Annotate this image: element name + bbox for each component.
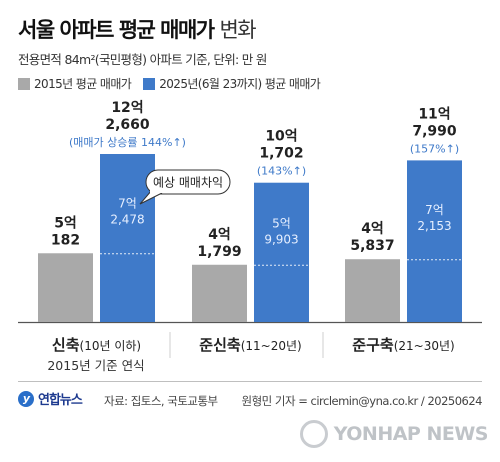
category-label: 준구축(21~30년)	[352, 336, 454, 354]
chart-title-main: 서울 아파트 평균 매매가	[18, 18, 215, 42]
yonhap-logo-icon: y	[18, 390, 34, 407]
brand-logo: y 연합뉴스	[18, 389, 83, 408]
diff-label-man: 9,903	[264, 233, 298, 247]
diff-label-eok: 7억	[118, 197, 137, 211]
callout-tail-mask	[150, 189, 164, 193]
value-label-2025-eok: 10억	[265, 129, 297, 145]
value-label-2025-man: 1,702	[259, 146, 303, 162]
value-label-2015-man: 1,799	[197, 244, 241, 260]
category-note: 2015년 기준 연식	[47, 358, 144, 373]
legend-label-2025: 2025년(6월 23까지) 평균 매매가	[159, 77, 321, 91]
growth-label: (157%↑)	[410, 142, 459, 155]
bar-2025	[254, 182, 309, 322]
watermark-logo-icon	[299, 420, 328, 448]
growth-label: (매매가 상승률 144%↑)	[69, 136, 186, 149]
value-label-2015-eok: 4억	[208, 227, 231, 243]
bar-2015	[192, 264, 247, 322]
growth-label: (143%↑)	[257, 165, 306, 178]
diff-label-eok: 7억	[425, 203, 444, 217]
legend: 2015년 평균 매매가 2025년(6월 23까지) 평균 매매가	[18, 75, 332, 92]
chart-subtitle: 전용면적 84m²(국민평형) 아파트 기준, 단위: 만 원	[18, 52, 267, 67]
legend-swatch-gray	[18, 77, 30, 90]
diff-label-eok: 5억	[272, 217, 291, 231]
credit-text: 원형민 기자 = circlemin@yna.co.kr / 20250624	[241, 394, 483, 408]
value-label-2015-man: 182	[51, 232, 80, 248]
bar-2025	[407, 160, 462, 322]
brand-name: 연합뉴스	[38, 393, 83, 408]
value-label-2025-eok: 11억	[418, 106, 450, 122]
value-label-2015-eok: 5억	[54, 215, 77, 231]
value-label-2025-man: 2,660	[105, 117, 150, 133]
legend-item-2015: 2015년 평균 매매가	[18, 75, 132, 92]
bar-2015	[38, 253, 93, 322]
chart-title: 서울 아파트 평균 매매가 변화	[18, 14, 257, 44]
bar-2015	[345, 259, 400, 322]
watermark: YONHAP NEWS	[299, 420, 489, 448]
watermark-text: YONHAP NEWS	[333, 423, 489, 445]
value-label-2015-man: 5,837	[350, 238, 394, 254]
diff-label-man: 2,478	[110, 213, 144, 227]
category-label: 신축(10년 이하)	[52, 336, 141, 354]
value-label-2025-man: 7,990	[412, 123, 457, 139]
callout-bubble	[145, 169, 231, 195]
legend-label-2015: 2015년 평균 매매가	[34, 77, 132, 91]
source-text: 자료: 집토스, 국토교통부	[104, 394, 218, 408]
legend-item-2025: 2025년(6월 23까지) 평균 매매가	[143, 75, 321, 92]
legend-swatch-blue	[143, 77, 156, 90]
callout-tail	[139, 189, 163, 205]
chart-title-suffix: 변화	[219, 18, 256, 42]
value-label-2025-eok: 12억	[111, 100, 143, 116]
value-label-2015-eok: 4억	[361, 221, 384, 237]
diff-label-man: 2,153	[417, 219, 451, 233]
callout-text: 예상 매매차익	[153, 176, 223, 190]
category-label: 준신축(11~20년)	[199, 336, 301, 354]
